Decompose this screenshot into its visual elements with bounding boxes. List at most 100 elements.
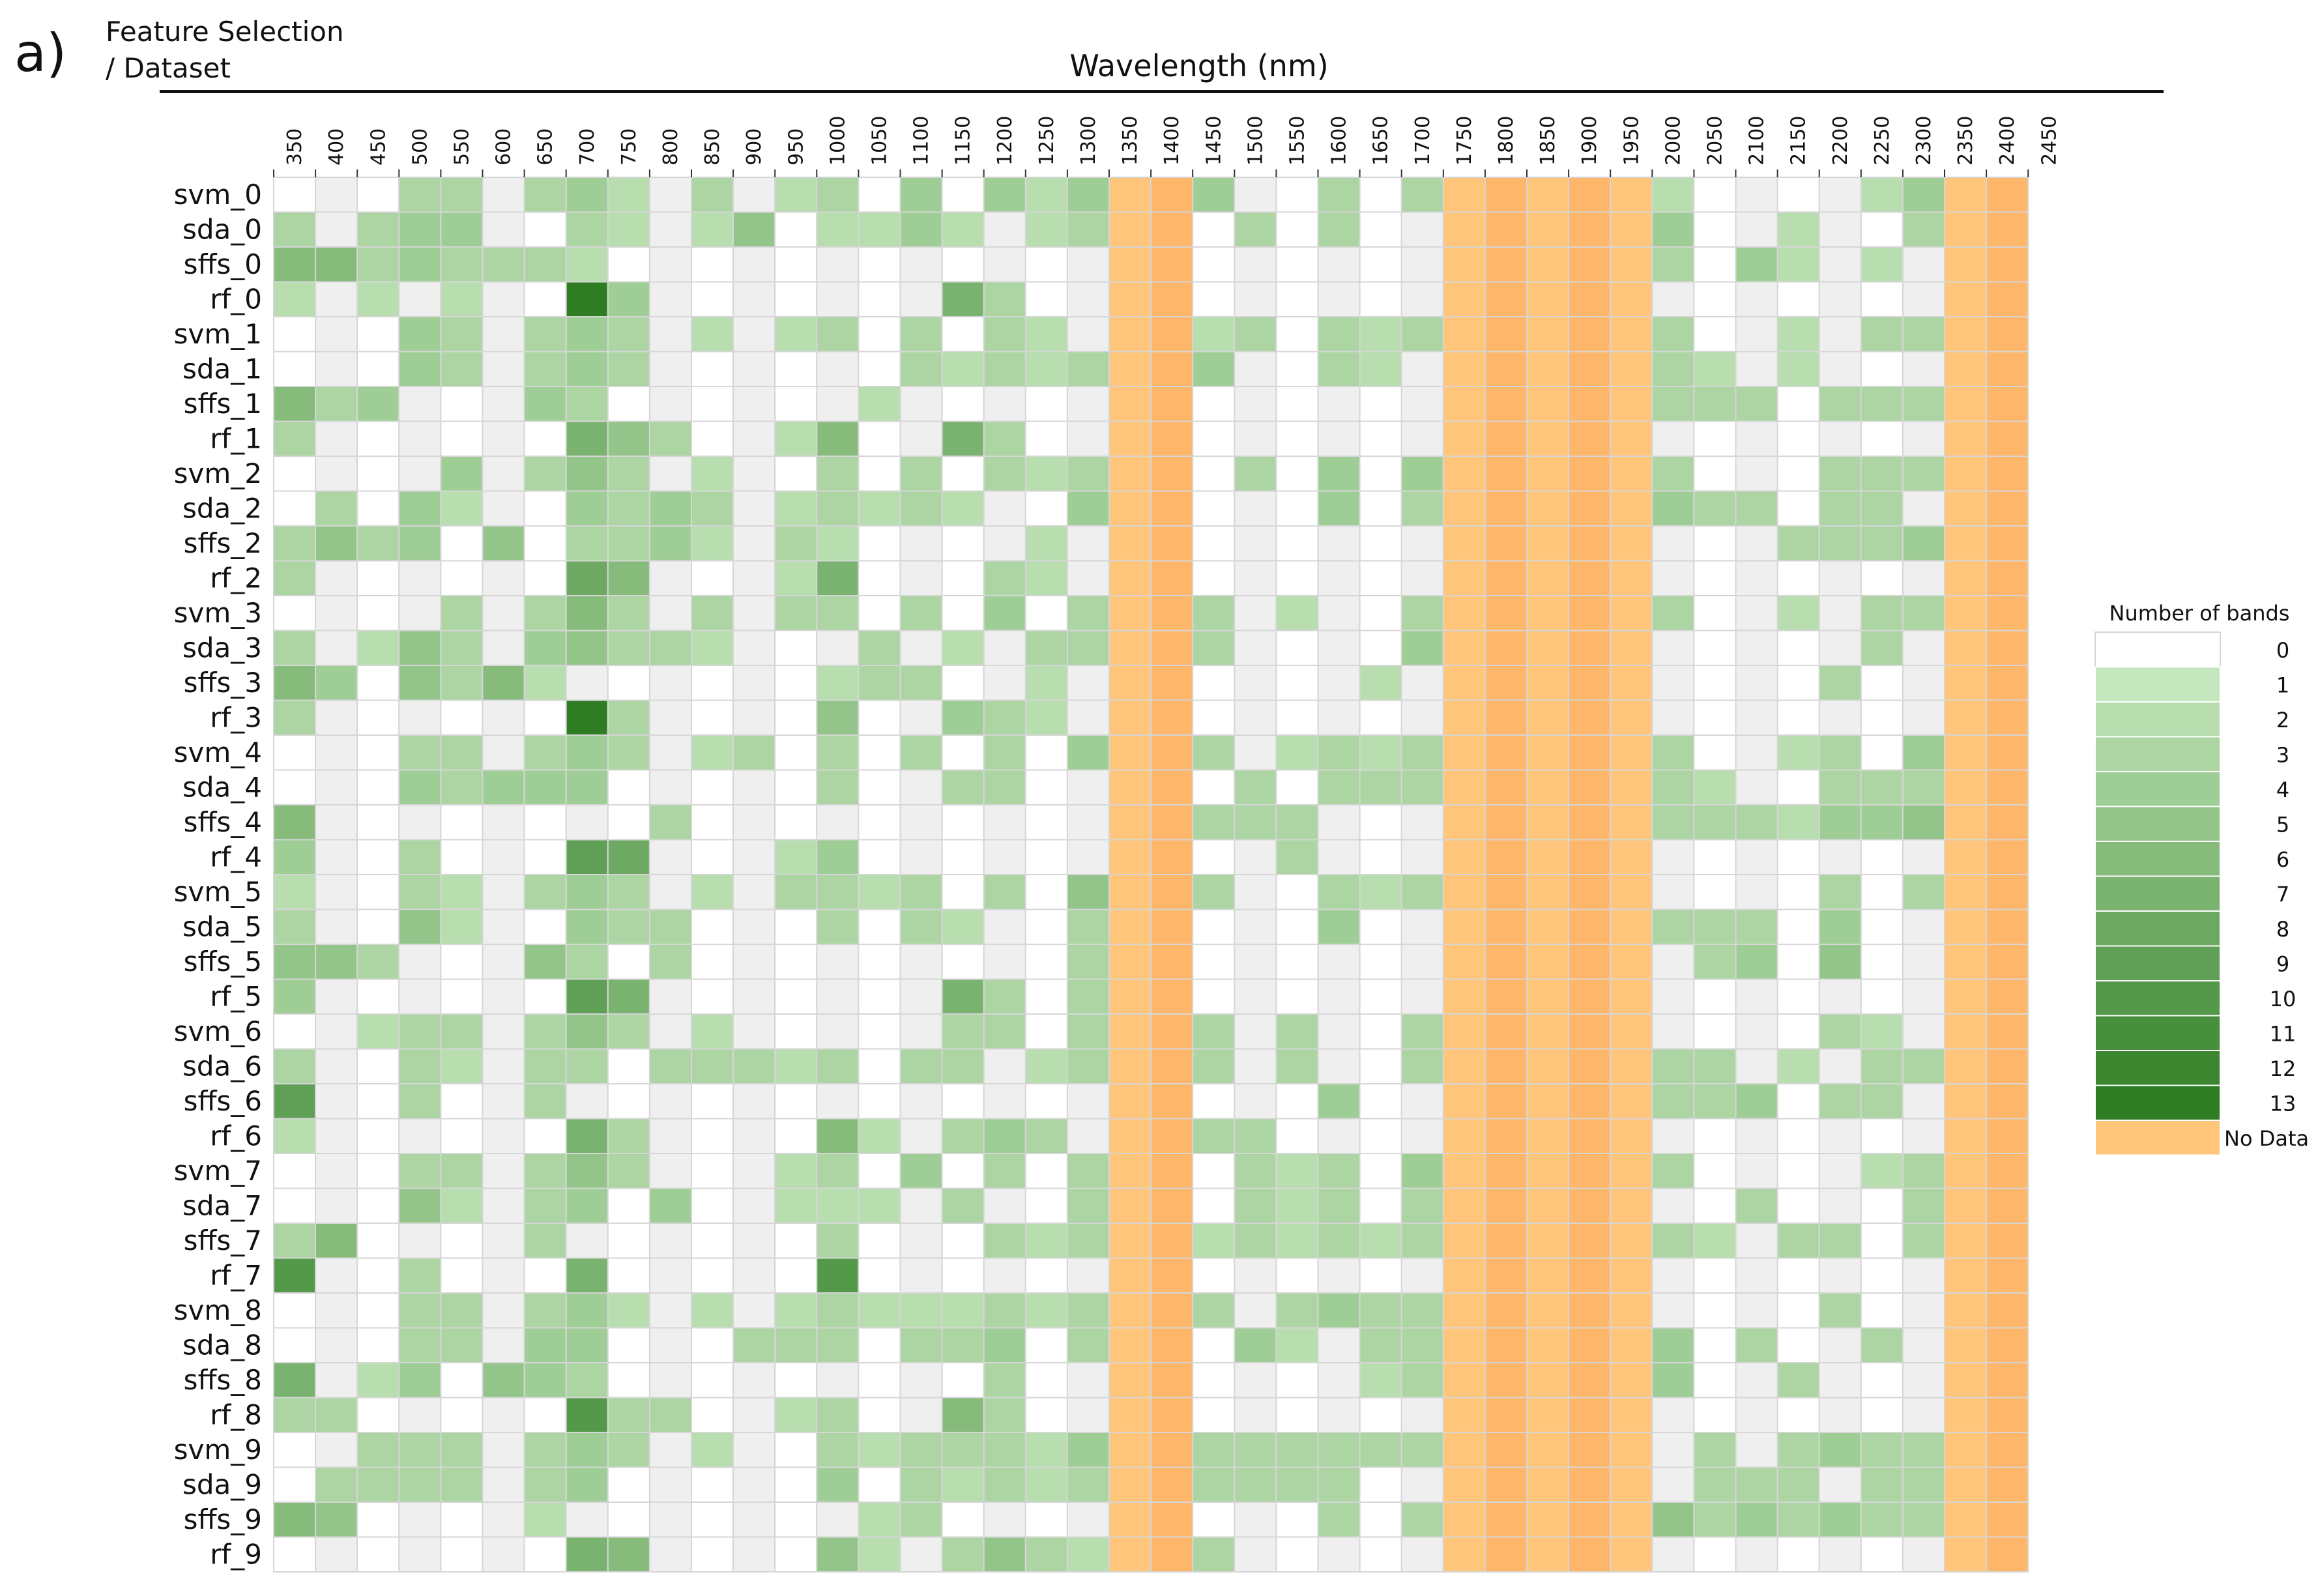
heatmap-cell [1735,1013,1778,1050]
heatmap-cell [1234,1223,1277,1259]
heatmap-cell [398,1223,442,1259]
heatmap-cell [398,351,442,387]
heatmap-cell [1066,316,1110,353]
heatmap-cell [899,1187,943,1224]
heatmap-cell [1192,560,1236,596]
heatmap-cell [1776,490,1820,527]
heatmap-cell [398,386,442,422]
heatmap-cell [1400,1502,1444,1538]
heatmap-cell [1192,1292,1236,1329]
heatmap-cell [1776,351,1820,387]
heatmap-cell [273,978,317,1015]
heatmap-cell [1776,1536,1820,1573]
x-tick-label: 1800 [1495,116,1518,166]
heatmap-cell [1735,1187,1778,1224]
heatmap-cell [816,1083,860,1120]
heatmap-cell [1192,177,1236,213]
heatmap-cell [607,1327,650,1363]
row-label: rf_8 [210,1399,262,1430]
heatmap-cell [816,316,860,353]
heatmap-cell [1944,1327,1988,1363]
heatmap-cell [1024,908,1068,945]
heatmap-cell [440,734,484,771]
heatmap-cell [1693,699,1737,736]
heatmap-cell [1275,560,1319,596]
heatmap-cell [565,1083,609,1120]
heatmap-cell [440,281,484,317]
heatmap-cell [607,908,650,945]
heatmap-cell [1986,944,2029,980]
heatmap-cell [648,944,693,980]
heatmap-cell [1986,420,2029,457]
heatmap-cell [565,1013,609,1050]
heatmap-cell [440,874,484,910]
heatmap-cell [1317,316,1361,353]
row-label: rf_5 [210,980,262,1012]
heatmap-cell [1693,944,1737,980]
heatmap-cell [774,630,818,666]
row-label: rf_0 [210,283,262,315]
heatmap-cell [1275,978,1319,1015]
row-label: sda_2 [182,492,262,524]
heatmap-cell [1024,1153,1068,1189]
heatmap-cell [1442,1536,1486,1573]
heatmap-cell [440,1187,484,1224]
heatmap-cell [1066,1083,1110,1120]
row-label: sffs_6 [184,1085,262,1117]
heatmap-cell [1150,1292,1194,1329]
heatmap-cell [273,281,317,317]
heatmap-cell [1944,1397,1988,1433]
heatmap-cell [983,525,1026,562]
heatmap-cell [1108,1292,1152,1329]
heatmap-cell [648,490,693,527]
heatmap-cell [858,1327,901,1363]
heatmap-cell [941,525,985,562]
heatmap-cell [941,560,985,596]
heatmap-cell [1317,769,1361,805]
heatmap-cell [1359,1397,1402,1433]
heatmap-cell [1735,1118,1778,1154]
heatmap-cell [774,665,818,701]
heatmap-cell [315,1292,358,1329]
heatmap-cell [565,1257,609,1294]
heatmap-cell [482,734,525,771]
heatmap-cell [565,1397,609,1433]
heatmap-cell [1359,944,1402,980]
heatmap-cell [482,1466,525,1503]
heatmap-cell [1902,1432,1945,1468]
heatmap-cell [941,1432,985,1468]
heatmap-cell [1776,944,1820,980]
heatmap-cell [1776,1013,1820,1050]
heatmap-cell [1776,386,1820,422]
heatmap-cell [1275,595,1319,631]
heatmap-cell [398,1327,442,1363]
heatmap-cell [356,1118,400,1154]
heatmap-cell [523,1223,567,1259]
heatmap-cell [816,595,860,631]
heatmap-cell [1693,1397,1737,1433]
heatmap-cell [565,351,609,387]
heatmap-cell [774,944,818,980]
heatmap-cell [273,1397,317,1433]
heatmap-cell [1986,1327,2029,1363]
heatmap-cell [1818,874,1862,910]
heatmap-cell [1986,1083,2029,1120]
heatmap-cell [648,281,693,317]
heatmap-cell [941,1257,985,1294]
heatmap-cell [440,944,484,980]
heatmap-cell [1442,560,1486,596]
heatmap-cell [607,456,650,492]
heatmap-cell [983,490,1026,527]
heatmap-cell [1693,804,1737,841]
heatmap-cell [1108,1118,1152,1154]
heatmap-cell [315,1502,358,1538]
heatmap-cell [1359,1153,1402,1189]
heatmap-cell [774,1083,818,1120]
heatmap-cell [523,177,567,213]
heatmap-cell [1400,804,1444,841]
heatmap-cell [315,1536,358,1573]
heatmap-cell [1776,1083,1820,1120]
heatmap-cell [398,1397,442,1433]
heatmap-cell [1818,699,1862,736]
heatmap-cell [482,839,525,875]
